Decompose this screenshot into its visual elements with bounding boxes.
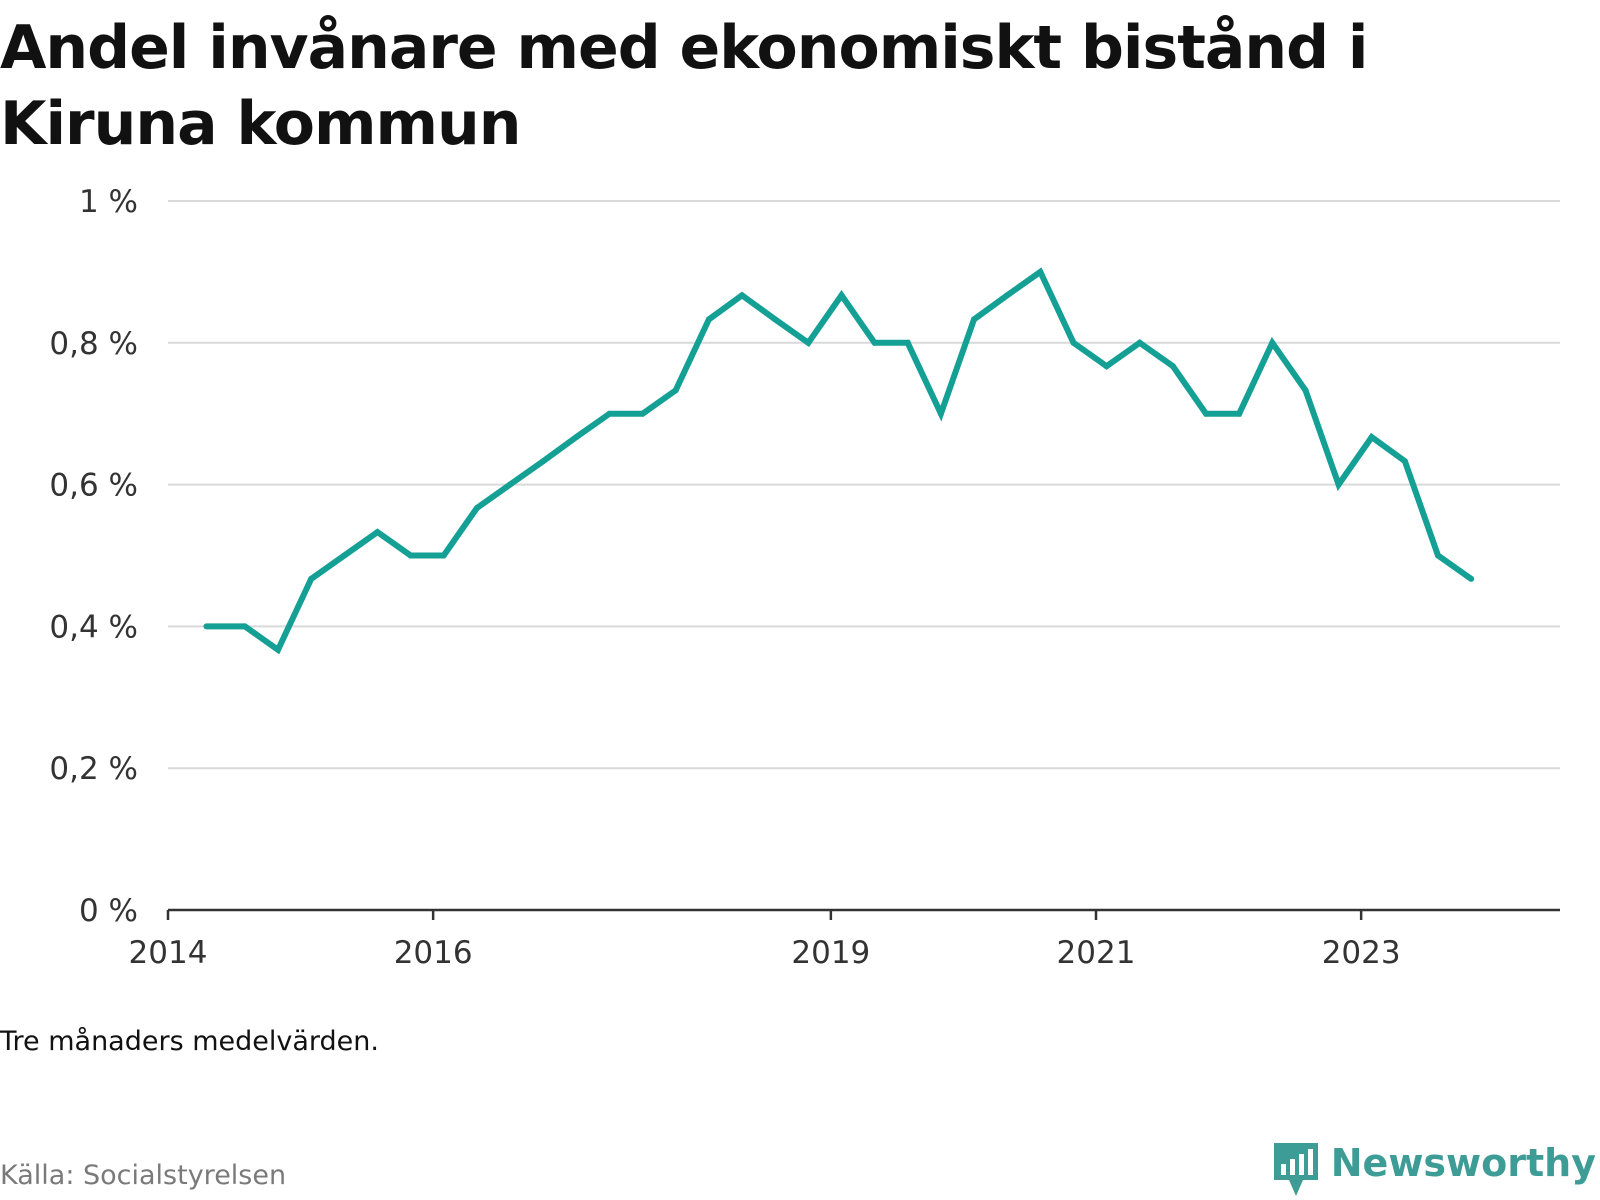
data-point [1335,481,1342,488]
data-point [1004,292,1011,299]
data-point [473,504,480,511]
x-axis: 2014 2016 2019 2021 2023 [129,908,1560,971]
bar-chart-speech-bubble-icon [1273,1143,1318,1196]
chart-title: Andel invånare med ekonomiskt bistånd i … [0,13,1368,159]
y-tick-label: 0,2 % [49,751,138,787]
data-point [1103,363,1110,370]
data-point [341,552,348,559]
data-point [1435,552,1442,559]
data-point [1269,339,1276,346]
data-point [904,339,911,346]
data-point [407,552,414,559]
series-line [206,267,1473,655]
y-tick-label: 0 % [79,893,138,929]
data-point [1468,575,1475,582]
x-tick-label: 2023 [1322,935,1401,971]
chart-note: Tre månaders medelvärden. [0,1026,379,1057]
data-point [672,387,679,394]
data-point [971,316,978,323]
data-point [937,410,944,417]
data-point [540,458,547,465]
y-axis-tick-labels: 0 % 0,2 % 0,4 % 0,6 % 0,8 % 1 % [49,184,138,929]
data-point [1401,458,1408,465]
data-point [1169,363,1176,370]
grid-lines [168,200,1560,770]
data-point [507,481,514,488]
data-point [1203,410,1210,417]
y-tick-label: 0,8 % [49,326,138,362]
y-tick-label: 0,4 % [49,609,138,645]
data-point [739,292,746,299]
data-point [1136,339,1143,346]
data-point [374,529,381,536]
brand-logo: Newsworthy [1271,1140,1596,1200]
data-point [1236,410,1243,417]
data-point [871,339,878,346]
series-layer [203,267,1475,655]
data-point [772,316,779,323]
y-tick-label: 0,6 % [49,468,138,504]
x-tick-label: 2019 [791,935,870,971]
data-point [241,623,248,630]
source-label: Källa: Socialstyrelsen [0,1160,287,1191]
data-point [606,410,613,417]
data-point [705,316,712,323]
line-chart: 0 %0,2 %0,4 %0,6 %0,8 %1 % 2014 2016 2019 2… [49,184,1560,971]
data-point [203,623,210,630]
data-point [1302,387,1309,394]
data-point [308,575,315,582]
data-point [838,292,845,299]
brand-name: Newsworthy [1330,1141,1596,1185]
data-point [1037,268,1044,275]
data-point [639,410,646,417]
data-point [440,552,447,559]
data-point [275,646,282,653]
data-point [1070,339,1077,346]
data-point [1368,434,1375,441]
x-tick-label: 2014 [129,935,208,971]
x-tick-label: 2016 [394,935,473,971]
data-point [805,339,812,346]
data-point [573,434,580,441]
x-tick-label: 2021 [1057,935,1136,971]
y-tick-label: 1 % [79,184,138,220]
